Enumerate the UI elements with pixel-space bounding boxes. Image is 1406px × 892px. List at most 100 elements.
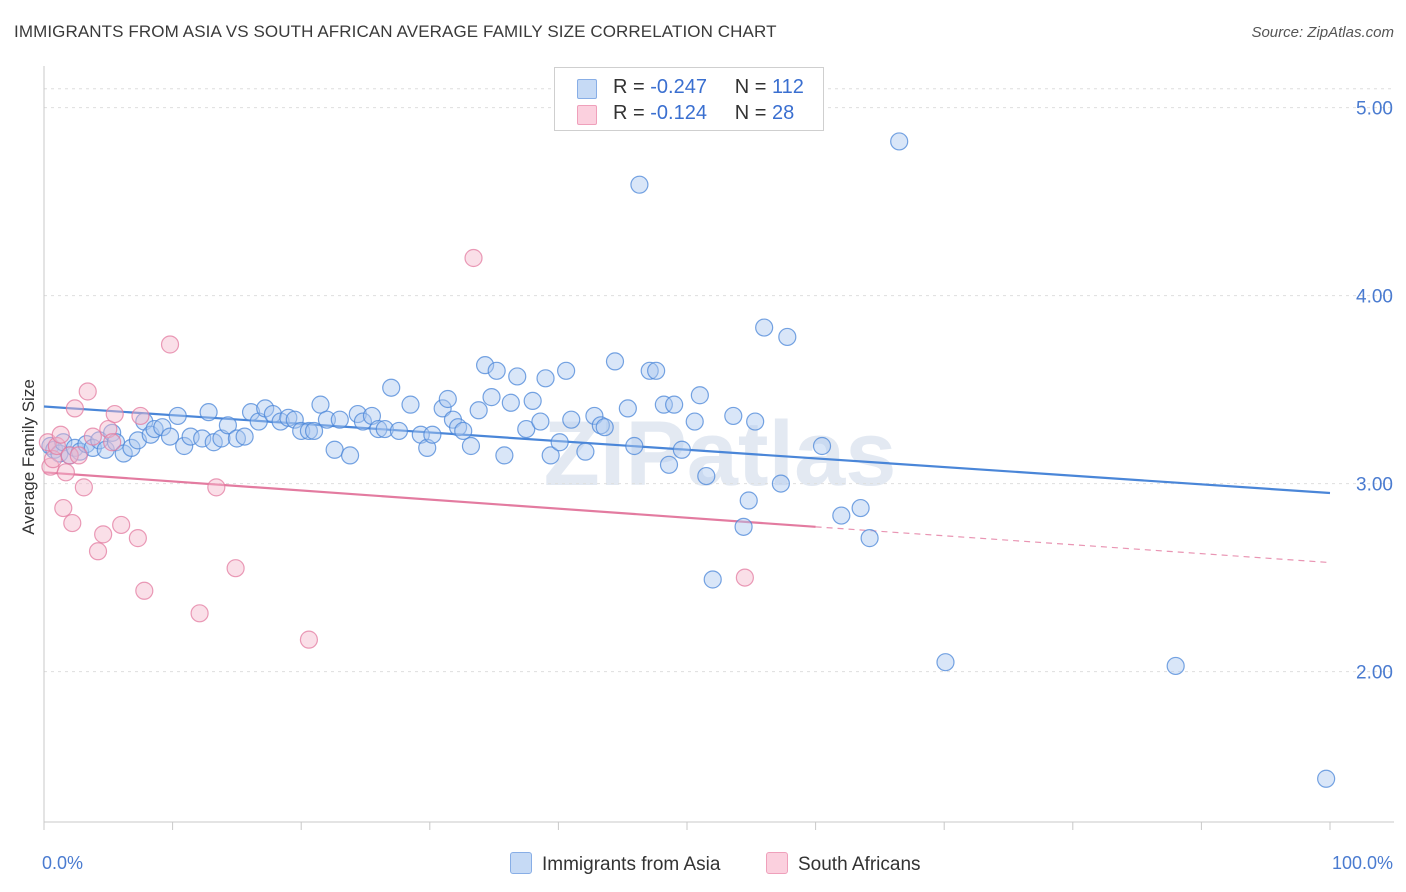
asia-point bbox=[531, 412, 550, 431]
bottom-legend-swatch-south-africans bbox=[766, 852, 788, 874]
asia-point bbox=[218, 416, 237, 435]
asia-point bbox=[199, 403, 218, 422]
legend-swatch-asia bbox=[577, 79, 597, 99]
asia-point bbox=[96, 440, 115, 459]
south-african-point bbox=[112, 515, 131, 535]
asia-point bbox=[576, 442, 595, 461]
asia-point bbox=[851, 498, 870, 518]
asia-point bbox=[279, 408, 298, 427]
axes bbox=[43, 66, 1394, 830]
asia-point bbox=[936, 653, 955, 672]
asia-point bbox=[685, 412, 704, 431]
asia-point bbox=[665, 395, 684, 414]
asia-point bbox=[122, 438, 141, 457]
south-african-point bbox=[128, 529, 147, 548]
south-african-point bbox=[105, 404, 124, 424]
asia-point bbox=[618, 399, 637, 418]
legend-r-label: R = bbox=[613, 76, 645, 98]
asia-point bbox=[153, 418, 172, 437]
asia-point bbox=[630, 175, 649, 194]
legend-r-label: R = bbox=[613, 102, 645, 124]
asia-point bbox=[562, 410, 581, 429]
asia-point bbox=[469, 401, 488, 420]
asia-point bbox=[482, 388, 501, 407]
asia-point bbox=[375, 419, 394, 439]
south-african-point bbox=[131, 406, 150, 426]
asia-point bbox=[812, 436, 832, 456]
x-tick-label: 100.0% bbox=[1332, 853, 1393, 873]
asia-point bbox=[659, 455, 679, 474]
south-african-trend-line-extension bbox=[815, 526, 1331, 564]
south-african-point bbox=[226, 559, 245, 578]
asia-point bbox=[241, 403, 261, 422]
y-tick-label: 4.00 bbox=[1356, 287, 1393, 308]
y-tick-label: 3.00 bbox=[1356, 475, 1393, 496]
asia-point bbox=[517, 419, 536, 439]
asia-point bbox=[654, 395, 673, 414]
south-african-point bbox=[88, 542, 108, 561]
asia-point bbox=[523, 391, 542, 410]
asia-point bbox=[647, 361, 666, 380]
asia-trend-line bbox=[43, 405, 1331, 495]
south-african-point bbox=[54, 498, 73, 518]
legend-r-value: -0.124 bbox=[650, 102, 707, 124]
tick-labels: 2.00 3.00 4.00 5.00 0.0% 100.0% bbox=[42, 99, 1393, 873]
asia-point bbox=[724, 406, 743, 426]
asia-point bbox=[625, 436, 644, 456]
south-african-point bbox=[103, 433, 122, 452]
south-african-point bbox=[464, 248, 483, 268]
south-african-point bbox=[190, 604, 209, 623]
south-african-point bbox=[160, 335, 180, 354]
asia-point bbox=[401, 395, 420, 414]
asia-point bbox=[771, 474, 790, 493]
south-african-point bbox=[47, 436, 66, 456]
legend-n-label: N = bbox=[734, 102, 767, 124]
south-african-point bbox=[51, 425, 70, 444]
asia-point bbox=[890, 132, 909, 151]
asia-point bbox=[311, 395, 330, 414]
y-axis-label: Average Family Size bbox=[19, 379, 38, 535]
asia-point bbox=[389, 421, 409, 441]
asia-point bbox=[160, 427, 180, 446]
south-african-point bbox=[78, 382, 97, 401]
bottom-legend-swatch-asia bbox=[510, 852, 532, 874]
asia-point bbox=[263, 404, 283, 424]
y-tick-label: 2.00 bbox=[1356, 663, 1393, 684]
south-african-point bbox=[94, 525, 113, 544]
asia-point bbox=[508, 367, 527, 386]
asia-point bbox=[423, 425, 442, 444]
asia-point bbox=[382, 378, 401, 397]
chart-title: IMMIGRANTS FROM ASIA VS SOUTH AFRICAN AV… bbox=[14, 22, 777, 41]
asia-point bbox=[475, 356, 495, 375]
asia-point bbox=[438, 389, 457, 409]
asia-point bbox=[640, 361, 659, 380]
legend-n-value: 112 bbox=[772, 76, 804, 98]
asia-point bbox=[325, 440, 344, 459]
south-african-point bbox=[65, 399, 84, 418]
legend-swatch-south-africans bbox=[577, 105, 597, 125]
bottom-legend-south-africans: South Africans bbox=[766, 852, 921, 876]
asia-point bbox=[285, 410, 304, 429]
asia-point bbox=[832, 506, 851, 525]
asia-point bbox=[595, 418, 614, 437]
south-african-point bbox=[83, 427, 102, 446]
asia-point bbox=[501, 393, 520, 412]
asia-point bbox=[193, 429, 212, 448]
asia-point bbox=[703, 570, 722, 589]
asia-point bbox=[860, 529, 879, 548]
bottom-legend-label-south-africans: South Africans bbox=[798, 854, 921, 875]
source-label: Source: ZipAtlas.com bbox=[1251, 24, 1394, 41]
asia-point bbox=[181, 427, 200, 446]
asia-point bbox=[585, 406, 604, 426]
asia-point bbox=[550, 433, 569, 452]
asia-point bbox=[778, 327, 797, 347]
asia-point bbox=[353, 412, 373, 431]
south-african-point bbox=[63, 513, 82, 533]
asia-point bbox=[690, 386, 709, 405]
asia-point bbox=[454, 421, 473, 441]
correlation-legend: R = -0.247 N = 112 R = -0.124 N = 28 bbox=[554, 67, 824, 131]
asia-point bbox=[541, 446, 560, 465]
bottom-legend-asia: Immigrants from Asia bbox=[510, 852, 720, 876]
asia-point bbox=[495, 446, 514, 465]
asia-point bbox=[330, 410, 349, 429]
